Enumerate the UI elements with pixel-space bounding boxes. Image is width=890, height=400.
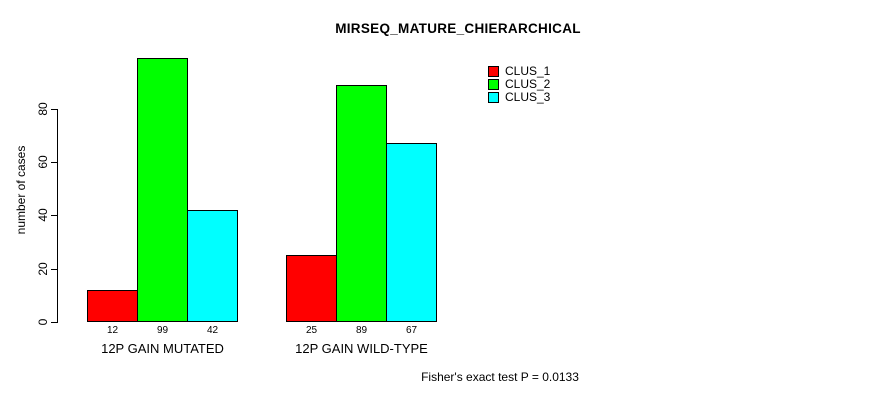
y-axis-line [57, 109, 58, 323]
bar-clus_3-group1 [187, 210, 238, 322]
y-tick-mark [51, 215, 57, 216]
group-label: 12P GAIN MUTATED [101, 341, 224, 356]
legend-label: CLUS_3 [505, 90, 551, 104]
bar-value-label: 12 [106, 325, 119, 336]
y-tick-mark [51, 162, 57, 163]
y-tick-mark [51, 109, 57, 110]
y-tick-label: 80 [36, 102, 50, 116]
y-tick-label: 20 [36, 262, 50, 276]
legend-swatch-icon [488, 79, 499, 90]
legend-swatch-icon [488, 92, 499, 103]
y-tick-mark [51, 322, 57, 323]
bar-clus_2-group2 [336, 85, 387, 322]
y-tick-label: 60 [36, 155, 50, 169]
legend-label: CLUS_1 [505, 64, 551, 78]
bar-clus_1-group1 [87, 290, 138, 322]
y-axis-label: number of cases [14, 145, 28, 235]
legend-item: CLUS_3 [488, 91, 550, 104]
bar-clus_3-group2 [386, 143, 437, 322]
bar-value-label: 67 [405, 325, 418, 336]
group-label: 12P GAIN WILD-TYPE [295, 341, 428, 356]
bar-clus_1-group2 [286, 255, 337, 322]
legend: CLUS_1 CLUS_2 CLUS_3 [488, 65, 550, 104]
bar-clus_2-group1 [137, 58, 188, 322]
legend-label: CLUS_2 [505, 77, 551, 91]
y-tick-label: 0 [36, 318, 50, 326]
legend-item: CLUS_2 [488, 78, 550, 91]
annotation-fisher-test: Fisher's exact test P = 0.0133 [421, 370, 579, 384]
legend-item: CLUS_1 [488, 65, 550, 78]
y-tick-mark [51, 269, 57, 270]
y-tick-label: 40 [36, 208, 50, 222]
legend-swatch-icon [488, 66, 499, 77]
bar-value-label: 25 [305, 325, 318, 336]
chart-title: MIRSEQ_MATURE_CHIERARCHICAL [335, 21, 581, 36]
bar-value-label: 99 [156, 325, 169, 336]
bar-value-label: 42 [206, 325, 219, 336]
bar-value-label: 89 [355, 325, 368, 336]
